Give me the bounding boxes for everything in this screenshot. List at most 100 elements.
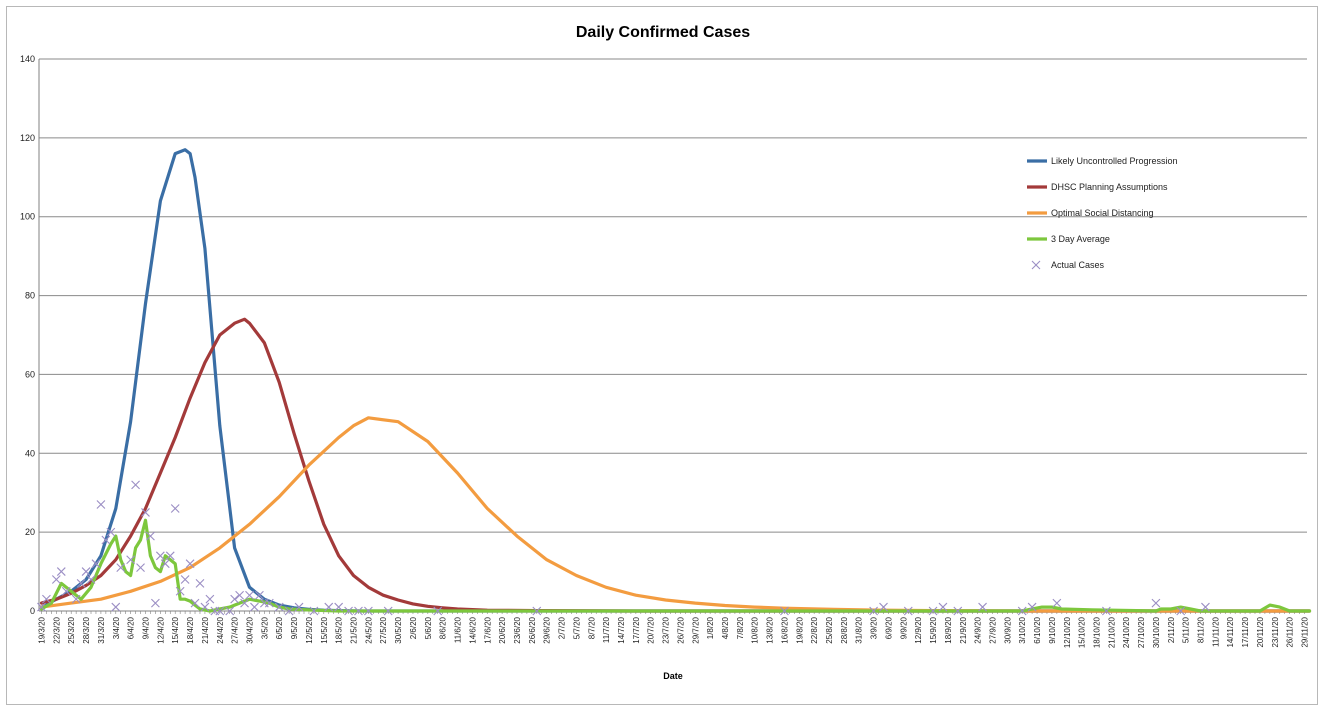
x-tick-label: 25/3/20 [67, 616, 76, 643]
actual-cases-marker [91, 559, 101, 569]
actual-cases-marker [136, 563, 145, 573]
x-tick-label: 27/5/20 [379, 616, 388, 643]
actual-cases-marker [151, 598, 160, 608]
x-tick-label: 7/8/20 [736, 616, 745, 639]
marker-stroke [294, 602, 304, 612]
x-tick-label: 17/6/20 [483, 616, 492, 643]
x-tick-label: 6/10/20 [1033, 616, 1042, 643]
actual-cases-marker [106, 527, 116, 537]
x-tick-label: 15/9/20 [929, 616, 938, 643]
x-tick-label: 12/4/20 [156, 616, 165, 643]
x-tick-label: 3/9/20 [870, 616, 879, 639]
marker-stroke [160, 559, 170, 569]
marker-stroke [81, 567, 91, 576]
x-tick-label: 30/10/20 [1152, 616, 1161, 648]
x-tick-label: 24/5/20 [364, 616, 373, 643]
y-tick-label: 60 [25, 369, 35, 379]
marker-stroke [195, 579, 205, 588]
x-tick-label: 14/6/20 [468, 616, 477, 643]
x-tick-label: 21/5/20 [350, 616, 359, 643]
actual-cases-marker [116, 563, 126, 573]
actual-cases-marker [978, 602, 987, 612]
x-tick-label: 21/9/20 [959, 616, 968, 643]
marker-stroke [532, 606, 542, 616]
x-tick-label: 17/11/20 [1241, 616, 1250, 647]
y-tick-label: 100 [20, 212, 35, 222]
x-tick-label: 11/11/20 [1211, 616, 1220, 647]
actual-cases-marker [101, 535, 111, 545]
actual-cases-marker [81, 567, 91, 576]
marker-stroke [245, 590, 254, 600]
x-tick-label: 15/4/20 [171, 616, 180, 643]
x-tick-label: 2/11/20 [1167, 616, 1176, 643]
y-tick-label: 40 [25, 448, 35, 458]
marker-stroke [165, 551, 175, 561]
legend-label: 3 Day Average [1051, 234, 1110, 244]
marker-stroke [106, 527, 116, 537]
marker-stroke [215, 606, 225, 616]
marker-stroke [235, 590, 244, 600]
actual-cases-marker [309, 606, 319, 616]
marker-stroke [111, 602, 121, 612]
actual-cases-marker [1151, 598, 1161, 608]
legend-entry: DHSC Planning Assumptions [1027, 182, 1168, 192]
x-tick-label: 29/7/20 [691, 616, 700, 643]
marker-stroke [978, 602, 987, 612]
marker-stroke [136, 563, 145, 573]
actual-cases-marker [1052, 598, 1062, 608]
actual-cases-marker [185, 559, 195, 569]
x-tick-label: 11/7/20 [602, 616, 611, 643]
actual-cases-marker [126, 555, 136, 565]
marker-stroke [91, 559, 101, 569]
actual-cases-marker [37, 602, 46, 612]
x-tick-label: 22/8/20 [810, 616, 819, 643]
actual-cases-marker [1027, 602, 1037, 612]
marker-stroke [51, 575, 61, 584]
x-tick-label: 20/11/20 [1256, 616, 1265, 647]
marker-stroke [1201, 602, 1210, 612]
x-tick-label: 14/7/20 [617, 616, 626, 643]
marker-stroke [101, 535, 111, 545]
marker-stroke [324, 602, 334, 612]
actual-cases-marker [284, 606, 294, 616]
marker-stroke [96, 500, 106, 509]
marker-stroke [1052, 598, 1062, 608]
marker-stroke [225, 606, 235, 616]
actual-cases-marker [230, 594, 240, 604]
marker-stroke [116, 563, 126, 573]
actual-cases-marker [76, 579, 86, 588]
actual-cases-marker [264, 598, 274, 608]
marker-stroke [938, 602, 948, 612]
x-axis-label: Date [663, 671, 683, 681]
x-tick-label: 18/10/20 [1092, 616, 1101, 648]
marker-stroke [255, 590, 264, 600]
actual-cases-marker [146, 531, 155, 541]
x-tick-label: 15/10/20 [1078, 616, 1087, 648]
actual-cases-marker [938, 602, 948, 612]
marker-stroke [264, 598, 274, 608]
x-tick-label: 3/4/20 [112, 616, 121, 639]
actual-cases-marker [111, 602, 121, 612]
dhsc-planning-assumptions-line [39, 317, 1312, 613]
marker-stroke [56, 567, 66, 576]
x-tick-label: 9/4/20 [141, 616, 150, 639]
x-tick-label: 3/5/20 [260, 616, 269, 639]
x-tick-label: 3/10/20 [1018, 616, 1027, 643]
actual-cases-marker [200, 602, 210, 612]
x-tick-label: 27/10/20 [1137, 616, 1146, 648]
x-tick-label: 30/4/20 [246, 616, 255, 643]
gridlines [39, 58, 1307, 533]
marker-stroke [363, 606, 373, 616]
actual-cases-marker [175, 586, 185, 596]
actual-cases-marker [324, 602, 334, 612]
x-tick-label: 5/11/20 [1182, 616, 1191, 643]
actual-cases-marker [274, 602, 284, 612]
actual-cases-marker [205, 594, 215, 604]
marker-stroke [250, 602, 259, 612]
actual-cases-marker [86, 575, 96, 584]
actual-cases-marker [294, 602, 304, 612]
x-axis-ticks: 19/3/20 22/3/20 25/3/20 28/3/20 31/3/20 3/4/2… [37, 611, 1310, 648]
x-tick-label: 23/7/20 [662, 616, 671, 643]
marker-stroke [61, 586, 71, 596]
x-tick-label: 8/7/20 [587, 616, 596, 639]
